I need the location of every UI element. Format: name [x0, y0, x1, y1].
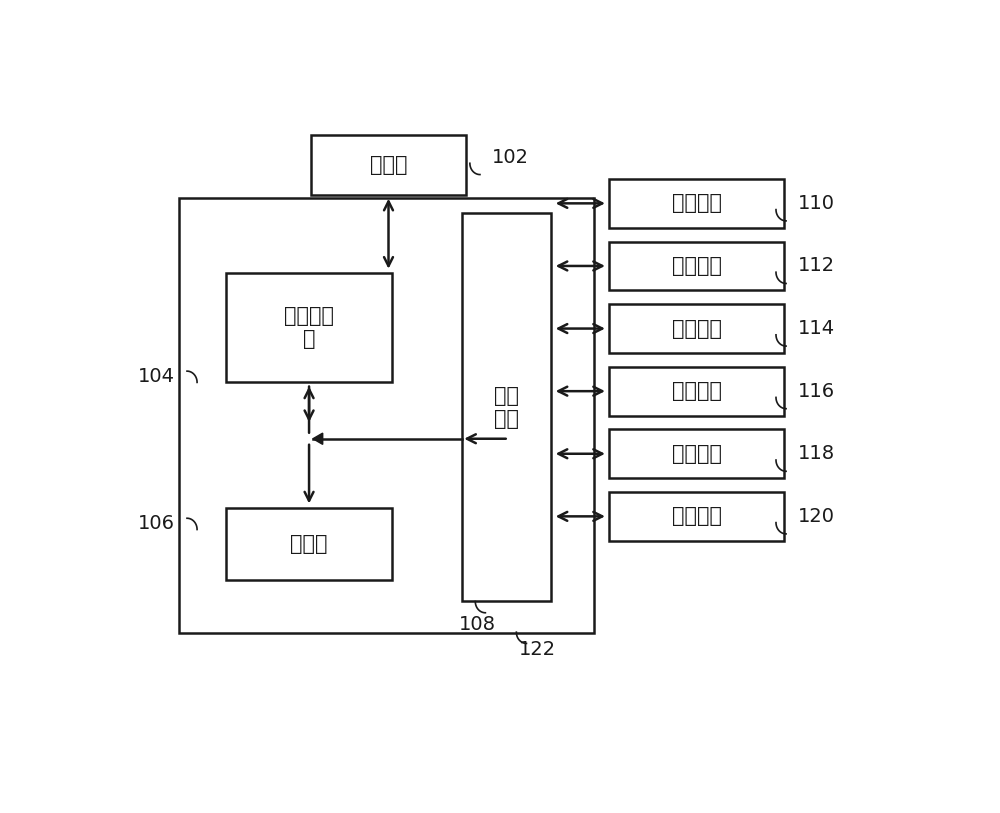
Bar — [609, 492, 784, 541]
Bar — [609, 179, 784, 228]
Text: 定位模块: 定位模块 — [672, 256, 722, 276]
Text: 处理器: 处理器 — [290, 533, 328, 554]
Text: 108: 108 — [459, 615, 496, 634]
Bar — [462, 213, 551, 602]
Text: 106: 106 — [138, 514, 175, 533]
Bar — [609, 304, 784, 353]
Text: 104: 104 — [138, 367, 175, 385]
Text: 114: 114 — [798, 319, 835, 338]
Text: 118: 118 — [798, 444, 835, 463]
Text: 存储控制
器: 存储控制 器 — [284, 306, 334, 350]
Text: 按键模块: 按键模块 — [672, 506, 722, 526]
Bar — [609, 367, 784, 415]
Bar — [609, 429, 784, 478]
Text: 触控屏幕: 触控屏幕 — [672, 444, 722, 463]
Text: 外设
接口: 外设 接口 — [494, 386, 519, 429]
Bar — [226, 507, 392, 580]
Bar — [311, 135, 466, 194]
Text: 116: 116 — [798, 381, 835, 401]
Text: 112: 112 — [798, 256, 835, 276]
Text: 120: 120 — [798, 506, 835, 526]
Text: 摄像模块: 摄像模块 — [672, 319, 722, 338]
Text: 射频模块: 射频模块 — [672, 193, 722, 213]
Polygon shape — [313, 433, 323, 445]
Text: 102: 102 — [492, 147, 529, 167]
Text: 110: 110 — [798, 193, 835, 213]
Bar — [226, 273, 392, 382]
Text: 122: 122 — [519, 641, 556, 659]
Text: 存储器: 存储器 — [370, 154, 407, 175]
Bar — [179, 198, 594, 633]
Bar — [609, 241, 784, 290]
Text: 音频模块: 音频模块 — [672, 381, 722, 401]
